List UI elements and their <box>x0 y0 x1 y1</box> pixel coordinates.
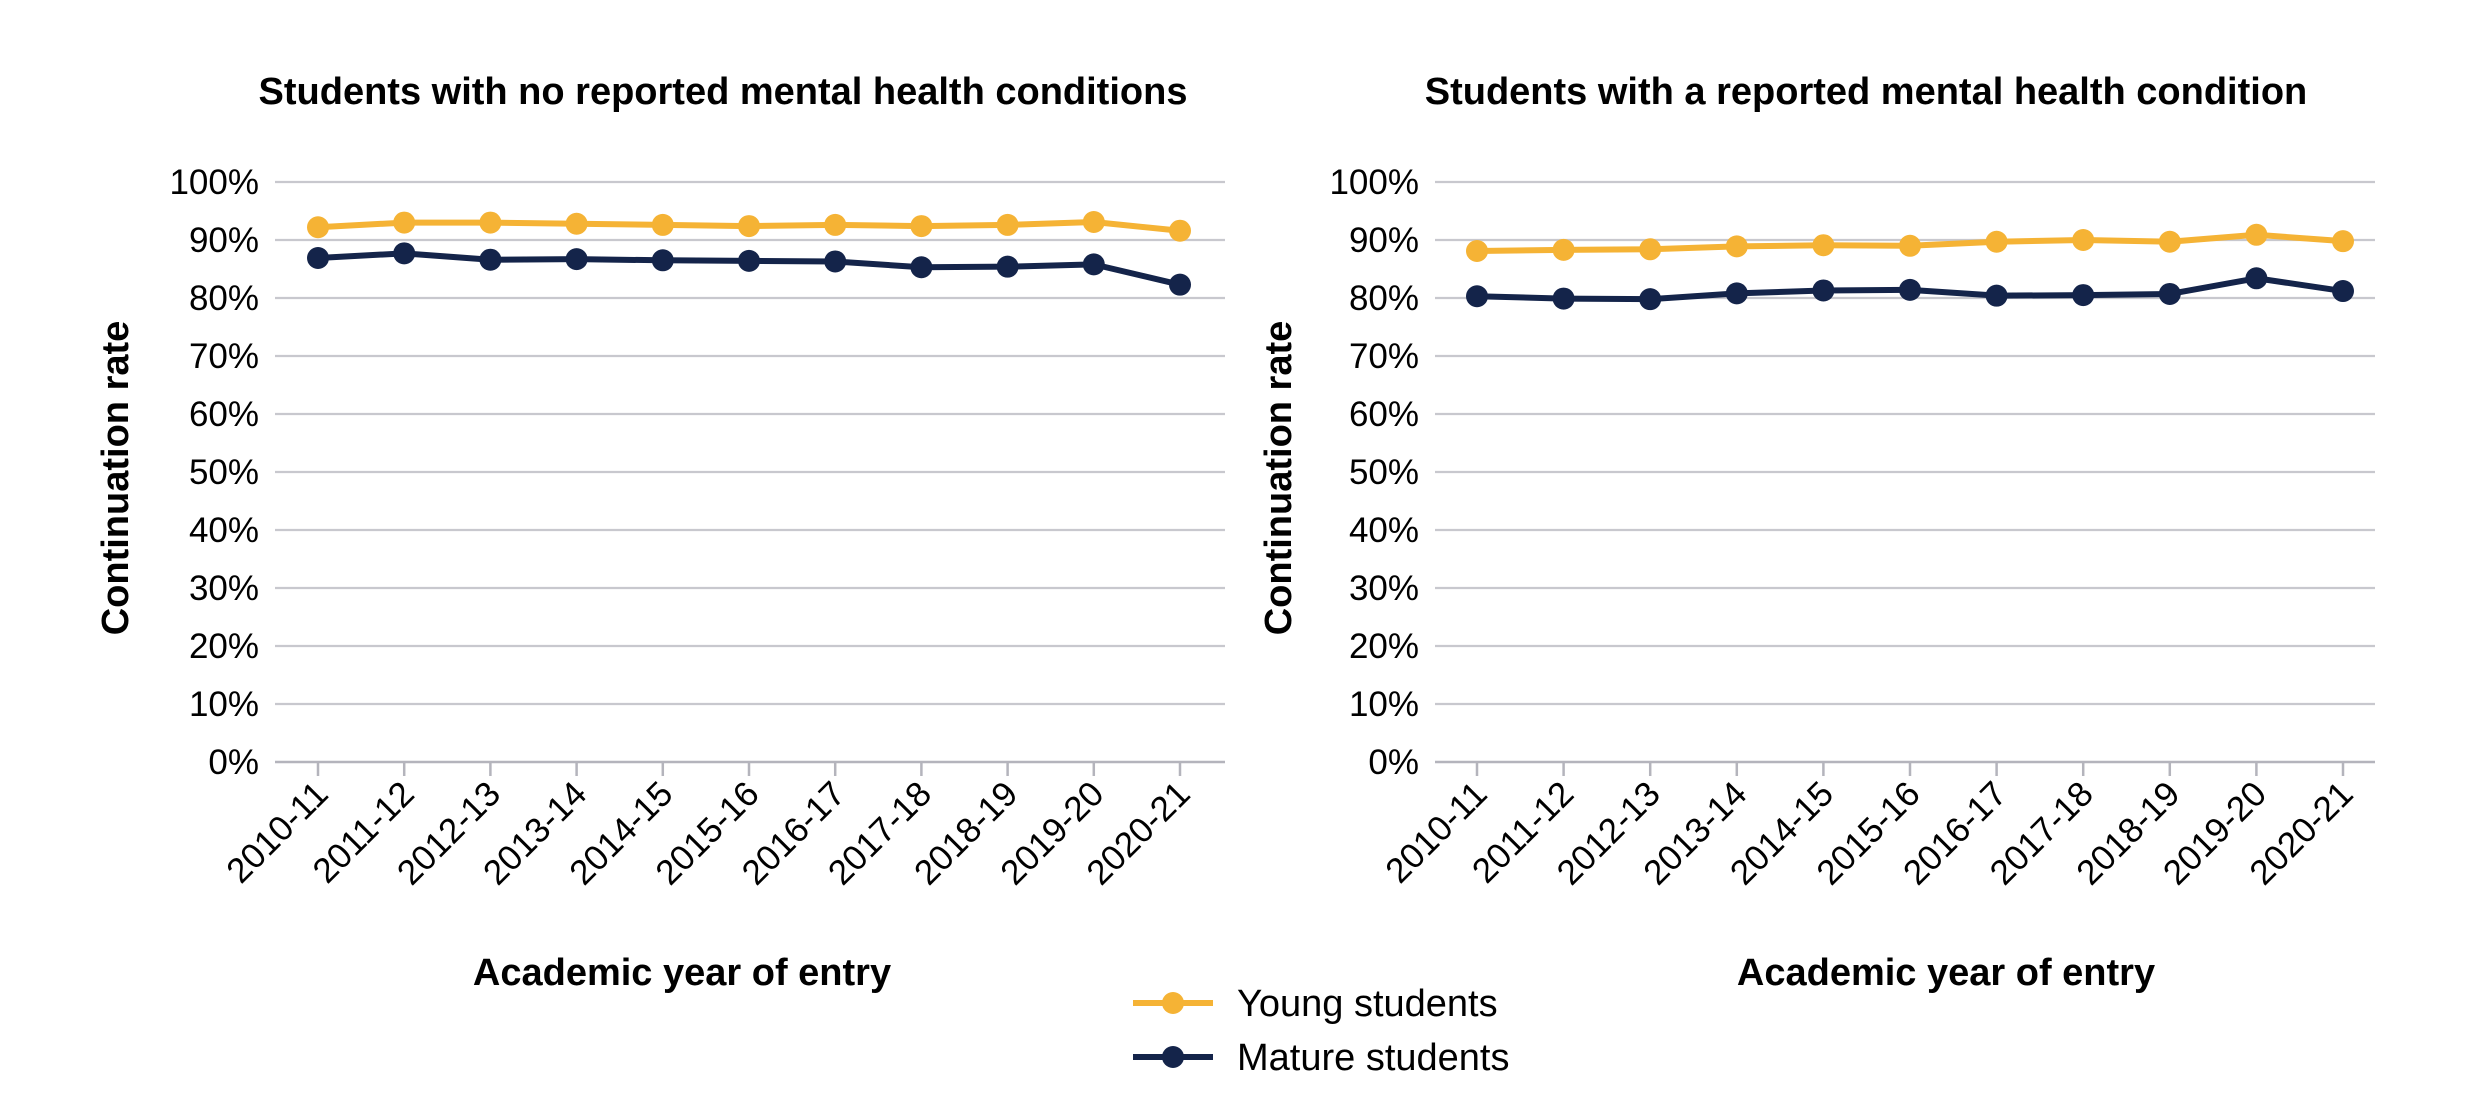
chart-with-mental-health-condition: Students with a reported mental health c… <box>1258 71 2375 994</box>
legend-marker <box>1162 992 1184 1014</box>
legend-marker <box>1162 1046 1184 1068</box>
y-tick-label: 50% <box>1349 453 1419 492</box>
y-axis-title: Continuation rate <box>1258 321 1300 636</box>
y-tick-label: 100% <box>169 163 259 202</box>
data-point-mature <box>824 250 847 273</box>
y-tick-label: 40% <box>189 511 259 550</box>
data-point-mature <box>2332 280 2354 303</box>
y-tick-label: 30% <box>189 569 259 608</box>
y-tick-label: 80% <box>1349 279 1419 318</box>
data-point-mature <box>393 242 416 265</box>
data-point-young <box>1466 240 1488 263</box>
data-point-mature <box>1082 253 1105 276</box>
y-tick-label: 90% <box>1349 221 1419 260</box>
y-tick-label: 20% <box>189 627 259 666</box>
y-tick-label: 0% <box>1368 743 1419 782</box>
y-tick-label: 40% <box>1349 511 1419 550</box>
data-point-young <box>2245 223 2268 246</box>
legend-label: Young students <box>1237 983 1498 1025</box>
data-point-young <box>738 215 760 238</box>
data-point-young <box>1169 219 1191 242</box>
data-point-mature <box>1725 282 1748 305</box>
y-tick-label: 10% <box>1349 685 1419 724</box>
data-point-mature <box>910 256 933 279</box>
data-point-mature <box>2158 282 2181 305</box>
data-point-mature <box>1812 279 1835 302</box>
data-point-mature <box>1985 284 2008 307</box>
data-point-mature <box>307 246 329 269</box>
y-tick-label: 10% <box>189 685 259 724</box>
data-point-young <box>996 213 1019 236</box>
y-tick-label: 80% <box>189 279 259 318</box>
data-point-young <box>910 215 933 238</box>
y-tick-label: 90% <box>189 221 259 260</box>
chart-title: Students with no reported mental health … <box>259 71 1188 113</box>
data-point-young <box>307 216 329 239</box>
data-point-young <box>565 212 588 235</box>
data-point-mature <box>2245 267 2268 290</box>
data-point-young <box>824 213 847 236</box>
legend-label: Mature students <box>1237 1037 1509 1079</box>
data-point-young <box>1639 238 1662 261</box>
y-tick-label: 0% <box>208 743 259 782</box>
data-point-mature <box>1639 288 1662 311</box>
data-point-mature <box>1899 278 1921 301</box>
data-point-mature <box>1552 287 1575 310</box>
y-axis-title: Continuation rate <box>95 321 137 636</box>
data-point-young <box>393 211 416 234</box>
data-point-young <box>1985 230 2008 253</box>
data-point-young <box>2072 229 2095 251</box>
data-point-young <box>1725 235 1748 258</box>
data-point-young <box>479 211 502 234</box>
data-point-mature <box>479 248 502 271</box>
data-point-mature <box>1169 273 1191 296</box>
y-tick-label: 60% <box>189 395 259 434</box>
x-axis-title: Academic year of entry <box>1737 952 2155 994</box>
legend: Young students Mature students <box>1133 983 1509 1079</box>
data-point-young <box>1899 234 1921 257</box>
x-axis-title: Academic year of entry <box>473 952 891 994</box>
data-point-young <box>2332 230 2354 253</box>
data-point-young <box>651 213 674 236</box>
data-point-mature <box>565 248 588 271</box>
y-tick-label: 100% <box>1329 163 1419 202</box>
y-tick-label: 50% <box>189 453 259 492</box>
y-tick-label: 20% <box>1349 627 1419 666</box>
chart-no-mental-health-condition: Students with no reported mental health … <box>95 71 1225 994</box>
data-point-mature <box>651 249 674 272</box>
data-point-mature <box>2072 284 2095 307</box>
data-point-young <box>1082 211 1105 234</box>
y-tick-label: 30% <box>1349 569 1419 608</box>
chart-title: Students with a reported mental health c… <box>1425 71 2308 113</box>
data-point-mature <box>738 249 760 272</box>
y-tick-label: 60% <box>1349 395 1419 434</box>
y-tick-label: 70% <box>189 337 259 376</box>
data-point-mature <box>996 255 1019 278</box>
y-tick-label: 70% <box>1349 337 1419 376</box>
data-point-young <box>1552 238 1575 261</box>
data-point-young <box>1812 234 1835 257</box>
data-point-young <box>2158 230 2181 253</box>
data-point-mature <box>1466 285 1488 308</box>
